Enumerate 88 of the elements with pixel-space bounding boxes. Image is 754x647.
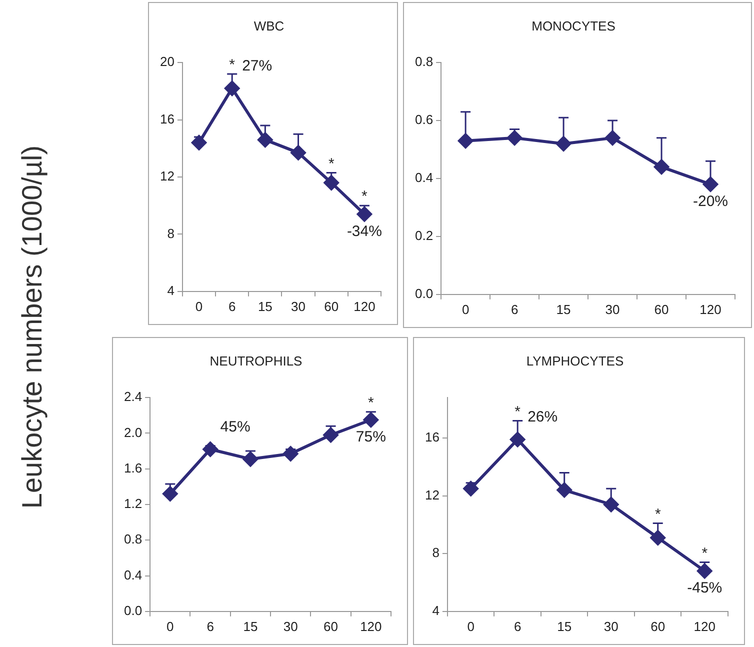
y-tick-label: 1.6 bbox=[124, 460, 142, 476]
x-tick-label: 0 bbox=[166, 618, 174, 634]
annotation: * bbox=[362, 188, 368, 206]
point bbox=[604, 497, 619, 512]
point bbox=[605, 130, 620, 146]
point bbox=[192, 135, 207, 150]
point bbox=[458, 133, 474, 148]
chart-title: MONOCYTES bbox=[532, 18, 616, 34]
y-tick-label: 16 bbox=[160, 111, 174, 126]
x-tick-label: 30 bbox=[605, 302, 620, 317]
point bbox=[290, 145, 306, 160]
annotation: -45% bbox=[687, 580, 722, 597]
y-tick-label: 4 bbox=[167, 282, 174, 298]
y-tick-label: 0.6 bbox=[414, 112, 434, 128]
x-tick-label: 30 bbox=[604, 618, 618, 634]
point bbox=[703, 176, 718, 192]
x-tick-label: 0 bbox=[462, 302, 470, 317]
x-tick-label: 30 bbox=[291, 298, 306, 314]
annotation: * bbox=[514, 403, 521, 420]
y-tick-label: 12 bbox=[424, 487, 440, 502]
x-tick-label: 0 bbox=[467, 618, 474, 634]
x-tick-label: 0 bbox=[195, 298, 203, 314]
y-tick-label: 8 bbox=[432, 545, 440, 560]
annotation: 27% bbox=[242, 57, 272, 74]
annotation: -34% bbox=[346, 222, 382, 240]
point bbox=[650, 530, 666, 546]
x-tick-label: 60 bbox=[650, 618, 666, 634]
point bbox=[356, 206, 372, 222]
x-tick-label: 60 bbox=[324, 298, 339, 314]
annotation: * bbox=[328, 155, 334, 172]
x-tick-label: 120 bbox=[694, 618, 716, 634]
x-tick-label: 6 bbox=[228, 298, 236, 314]
x-tick-label: 60 bbox=[324, 618, 338, 634]
annotation: 75% bbox=[356, 428, 386, 446]
y-tick-label: 2.4 bbox=[124, 389, 142, 404]
chart-title: LYMPHOCYTES bbox=[526, 353, 624, 368]
x-tick-label: 120 bbox=[700, 302, 722, 317]
x-tick-label: 15 bbox=[258, 298, 272, 314]
y-tick-label: 12 bbox=[160, 168, 174, 184]
point bbox=[202, 442, 218, 457]
point bbox=[162, 486, 178, 502]
chart-title: NEUTROPHILS bbox=[210, 353, 303, 368]
y-tick-label: 16 bbox=[424, 430, 440, 445]
point bbox=[258, 132, 273, 148]
y-tick-label: 8 bbox=[167, 226, 174, 241]
annotation: 26% bbox=[528, 408, 558, 426]
x-tick-label: 6 bbox=[206, 618, 214, 634]
x-tick-label: 30 bbox=[283, 618, 298, 634]
x-tick-label: 6 bbox=[510, 302, 518, 317]
y-tick-label: 1.2 bbox=[124, 496, 142, 512]
x-tick-label: 6 bbox=[514, 618, 522, 634]
x-tick-label: 60 bbox=[654, 302, 669, 317]
y-tick-label: 4 bbox=[432, 602, 440, 618]
y-tick-label: 20 bbox=[160, 54, 174, 70]
point bbox=[697, 563, 712, 578]
y-tick-label: 0.2 bbox=[414, 228, 434, 244]
annotation: 45% bbox=[220, 418, 250, 436]
annotation: * bbox=[702, 544, 708, 562]
point bbox=[324, 175, 339, 190]
chart-title: WBC bbox=[254, 18, 284, 34]
y-axis-title: Leukocyte numbers (1000/µl) bbox=[17, 144, 49, 508]
point bbox=[507, 130, 522, 146]
y-tick-label: 0.4 bbox=[414, 170, 434, 186]
y-tick-label: 0.8 bbox=[124, 532, 142, 547]
annotation: * bbox=[654, 506, 661, 523]
x-tick-label: 120 bbox=[360, 618, 382, 634]
annotation: * bbox=[229, 56, 236, 74]
y-tick-label: 0.8 bbox=[414, 54, 434, 70]
x-tick-label: 120 bbox=[354, 298, 376, 314]
y-tick-label: 2.0 bbox=[124, 424, 142, 440]
x-tick-label: 15 bbox=[556, 302, 571, 317]
point bbox=[654, 159, 670, 174]
point bbox=[224, 80, 240, 96]
annotation: * bbox=[368, 394, 374, 412]
point bbox=[556, 482, 572, 498]
point bbox=[283, 446, 298, 462]
y-tick-label: 0.4 bbox=[124, 567, 142, 582]
y-tick-label: 0.0 bbox=[414, 286, 434, 301]
point bbox=[363, 412, 378, 428]
point bbox=[463, 481, 478, 496]
point bbox=[323, 428, 338, 443]
point bbox=[242, 452, 258, 467]
x-tick-label: 15 bbox=[557, 618, 572, 634]
x-tick-label: 15 bbox=[243, 618, 258, 634]
y-tick-label: 0.0 bbox=[124, 602, 142, 618]
point bbox=[510, 432, 526, 447]
annotation: -20% bbox=[692, 192, 728, 210]
point bbox=[556, 136, 572, 152]
